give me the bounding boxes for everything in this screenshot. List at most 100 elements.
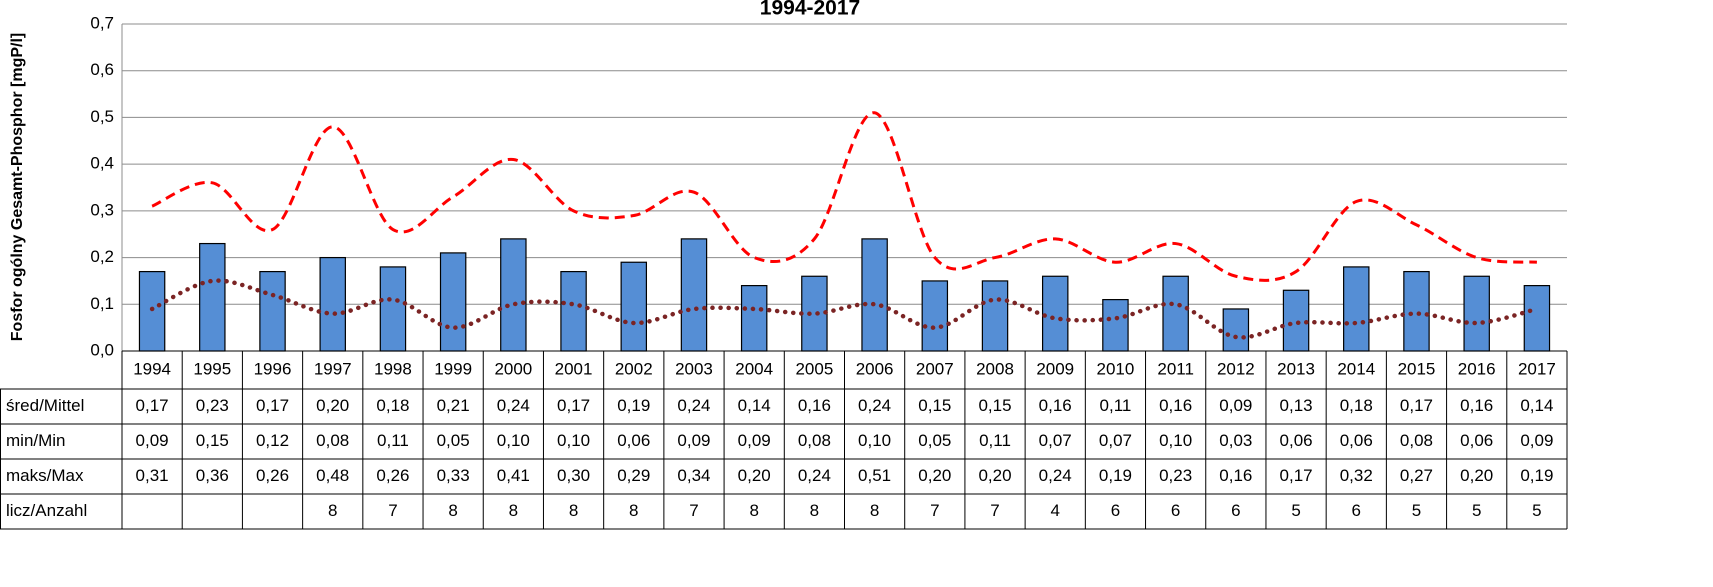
table-cell: 0,10: [497, 431, 530, 450]
table-cell: 0,24: [798, 466, 831, 485]
x-tick-label: 2015: [1398, 359, 1436, 378]
x-tick-label: 2016: [1458, 359, 1496, 378]
table-cell: 0,17: [256, 396, 289, 415]
table-cell: 0,11: [377, 431, 409, 450]
x-tick-label: 2010: [1097, 359, 1135, 378]
x-tick-label: 2004: [735, 359, 773, 378]
table-cell: 0,12: [256, 431, 289, 450]
bar: [1523, 285, 1551, 352]
bar: [1403, 270, 1430, 352]
bar: [1222, 308, 1250, 352]
y-tick-label: 0,5: [90, 107, 114, 126]
x-tick-label: 1999: [434, 359, 472, 378]
table-cell: 0,32: [1340, 466, 1373, 485]
bar: [740, 285, 768, 352]
table-cell: 0,08: [316, 431, 349, 450]
table-cell: 0,16: [1460, 396, 1493, 415]
table-cell: 0,20: [1460, 466, 1493, 485]
table-cell: 0,09: [738, 431, 771, 450]
table-cell: 5: [1291, 501, 1300, 520]
table-cell: 0,20: [918, 466, 951, 485]
table-cell: 8: [629, 501, 638, 520]
x-tick-label: 1995: [193, 359, 231, 378]
table-cell: 0,08: [1400, 431, 1433, 450]
table-cell: 0,16: [1159, 396, 1192, 415]
table-cell: 0,11: [979, 431, 1011, 450]
table-cell: 0,06: [1280, 431, 1313, 450]
x-tick-label: 2009: [1036, 359, 1074, 378]
y-tick-label: 0,0: [90, 340, 114, 359]
bar: [861, 238, 888, 352]
table-cell: 0,15: [196, 431, 229, 450]
y-tick-label: 0,3: [90, 200, 114, 219]
table-cell: 0,16: [1219, 466, 1252, 485]
table-cell: 0,14: [1520, 396, 1553, 415]
bar: [1102, 299, 1129, 352]
table-cell: 8: [810, 501, 819, 520]
table-cell: 8: [328, 501, 337, 520]
table-cell: 0,23: [1159, 466, 1192, 485]
table-cell: 8: [569, 501, 578, 520]
bar: [379, 266, 407, 352]
table-cell: 0,27: [1400, 466, 1433, 485]
line: [151, 111, 1538, 282]
table-cell: 5: [1532, 501, 1541, 520]
x-tick-label: 1998: [374, 359, 412, 378]
x-tick-label: 2006: [856, 359, 894, 378]
table-cell: 0,24: [858, 396, 891, 415]
x-tick-label: 2014: [1337, 359, 1375, 378]
x-tick-label: 2001: [555, 359, 593, 378]
bar: [1162, 275, 1189, 352]
row-header: min/Min: [6, 431, 66, 450]
table-cell: 0,05: [918, 431, 951, 450]
table-cell: 0,16: [1039, 396, 1072, 415]
table-cell: 8: [749, 501, 758, 520]
table-cell: 0,18: [1340, 396, 1373, 415]
table-cell: 0,17: [1400, 396, 1433, 415]
table-cell: 0,17: [557, 396, 590, 415]
bar: [439, 252, 467, 352]
x-tick-label: 2011: [1157, 359, 1194, 378]
y-tick-label: 0,6: [90, 60, 114, 79]
table-cell: 0,17: [1280, 466, 1313, 485]
table-cell: 0,23: [196, 396, 229, 415]
table-cell: 0,07: [1039, 431, 1072, 450]
y-tick-label: 0,7: [90, 13, 114, 32]
table-cell: 5: [1412, 501, 1421, 520]
table-cell: 6: [1231, 501, 1240, 520]
y-tick-label: 0,1: [90, 294, 114, 313]
table-cell: 0,33: [437, 466, 470, 485]
bar: [560, 270, 587, 352]
table-cell: 0,09: [1219, 396, 1252, 415]
table-cell: 0,14: [738, 396, 771, 415]
table-cell: 6: [1171, 501, 1180, 520]
table-cell: 0,06: [617, 431, 650, 450]
table-cell: 0,06: [1460, 431, 1493, 450]
bar: [1282, 289, 1310, 352]
table-cell: 0,20: [978, 466, 1011, 485]
x-tick-label: 1997: [314, 359, 352, 378]
row-header: maks/Max: [6, 466, 84, 485]
table-cell: 7: [388, 501, 397, 520]
table-cell: 0,19: [617, 396, 650, 415]
bar: [1343, 266, 1370, 352]
x-tick-label: 2007: [916, 359, 954, 378]
bar: [319, 256, 346, 352]
bar: [138, 270, 166, 352]
table-cell: 8: [870, 501, 879, 520]
table-cell: 0,24: [1039, 466, 1072, 485]
table-cell: 0,15: [918, 396, 951, 415]
table-cell: 0,30: [557, 466, 590, 485]
bar: [921, 280, 949, 352]
x-tick-label: 2000: [494, 359, 532, 378]
table-cell: 0,26: [376, 466, 409, 485]
table-cell: 0,15: [978, 396, 1011, 415]
x-tick-label: 2017: [1518, 359, 1556, 378]
y-tick-label: 0,2: [90, 247, 114, 266]
table-cell: 0,41: [497, 466, 530, 485]
table-cell: 0,19: [1520, 466, 1553, 485]
x-tick-label: 1994: [133, 359, 171, 378]
chart-title: 1994-2017: [760, 0, 860, 20]
table-cell: 8: [448, 501, 457, 520]
